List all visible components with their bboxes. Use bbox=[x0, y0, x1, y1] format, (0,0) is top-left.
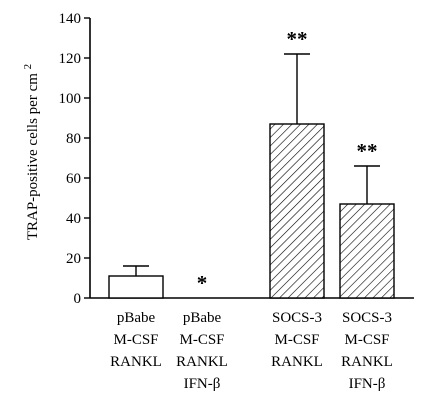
y-tick-label: 40 bbox=[66, 211, 81, 227]
category-label-4: RANKL bbox=[341, 354, 393, 370]
bars-group bbox=[108, 53, 395, 299]
category-label-3: SOCS-3 bbox=[272, 310, 322, 326]
category-label-1: pBabe bbox=[117, 310, 156, 326]
y-axis-label: TRAP-positive cells per cm 2 bbox=[22, 64, 41, 240]
significance-marker-3: ** bbox=[287, 27, 308, 51]
y-tick-label: 140 bbox=[59, 11, 82, 27]
bar-1 bbox=[108, 275, 164, 299]
y-tick-label: 0 bbox=[74, 291, 82, 307]
significance-marker-4: ** bbox=[357, 139, 378, 163]
y-tick-label: 80 bbox=[66, 131, 81, 147]
category-label-4: IFN-β bbox=[349, 376, 386, 392]
axes: 0 20 40 60 80 100 120 140 TRAP-positive cells pe… bbox=[22, 11, 414, 307]
category-label-4: M-CSF bbox=[344, 332, 389, 348]
labels-group: pBabe M-CSF RANKL * pBabe M-CSF RANKL IFN-β ** SO… bbox=[110, 27, 393, 392]
category-label-3: RANKL bbox=[271, 354, 323, 370]
category-label-1: RANKL bbox=[110, 354, 162, 370]
category-label-3: M-CSF bbox=[274, 332, 319, 348]
category-label-2: M-CSF bbox=[179, 332, 224, 348]
bar-4 bbox=[339, 203, 395, 299]
bar-3 bbox=[269, 123, 325, 299]
category-label-2: RANKL bbox=[176, 354, 228, 370]
y-axis-label-text: TRAP-positive cells per cm bbox=[25, 69, 41, 240]
category-label-2: IFN-β bbox=[184, 376, 221, 392]
category-label-2: pBabe bbox=[183, 310, 222, 326]
category-label-1: M-CSF bbox=[113, 332, 158, 348]
y-tick-label: 60 bbox=[66, 171, 81, 187]
category-label-4: SOCS-3 bbox=[342, 310, 392, 326]
y-tick-label: 100 bbox=[59, 91, 82, 107]
y-axis-label-superscript: 2 bbox=[22, 64, 34, 70]
significance-marker-2: * bbox=[197, 271, 208, 295]
y-tick-label: 20 bbox=[66, 251, 81, 267]
y-tick-label: 120 bbox=[59, 51, 82, 67]
